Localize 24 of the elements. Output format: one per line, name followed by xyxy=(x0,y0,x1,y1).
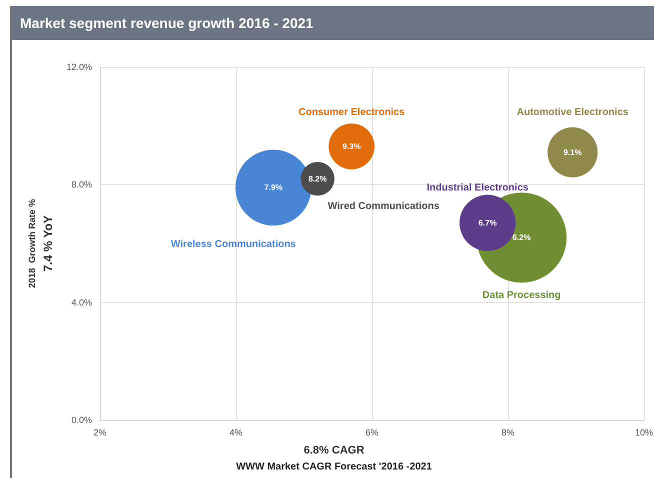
y-tick-label: 4.0% xyxy=(71,297,92,308)
x-tick-label: 8% xyxy=(501,428,515,438)
x-tick-label: 4% xyxy=(229,428,243,438)
data-label: 9.1% xyxy=(563,148,582,157)
y-tick-label: 8.0% xyxy=(71,180,92,190)
data-label: 6.7% xyxy=(478,218,497,228)
series-label: Wired Communications xyxy=(328,201,440,212)
data-label: 6.2% xyxy=(512,233,531,242)
series-label: Consumer Electronics xyxy=(298,106,406,118)
x-tick-label: 10% xyxy=(634,428,653,438)
series-label: Industrial Electronics xyxy=(426,182,529,194)
series-label: Data Processing xyxy=(482,290,561,302)
x-tick-label: 2% xyxy=(93,428,107,438)
series-label: Wireless Communications xyxy=(170,239,296,250)
series-label: Automotive Electronics xyxy=(516,106,629,118)
x-tick-label: 6% xyxy=(365,428,379,438)
y-axis-title: 2018 Growth Rate % 7.4 % YoY xyxy=(27,198,55,288)
y-tick-label: 12.0% xyxy=(66,62,92,72)
chart-title: Market segment revenue growth 2016 - 2021 xyxy=(12,6,654,40)
data-label: 7.9% xyxy=(264,183,283,192)
data-label: 9.3% xyxy=(342,142,361,151)
y-tick-label: 0.0% xyxy=(71,415,92,425)
x-axis-title: 6.8% CAGR WWW Market CAGR Forecast '2016 -2021 xyxy=(236,444,432,472)
data-label: 8.2% xyxy=(308,174,327,184)
